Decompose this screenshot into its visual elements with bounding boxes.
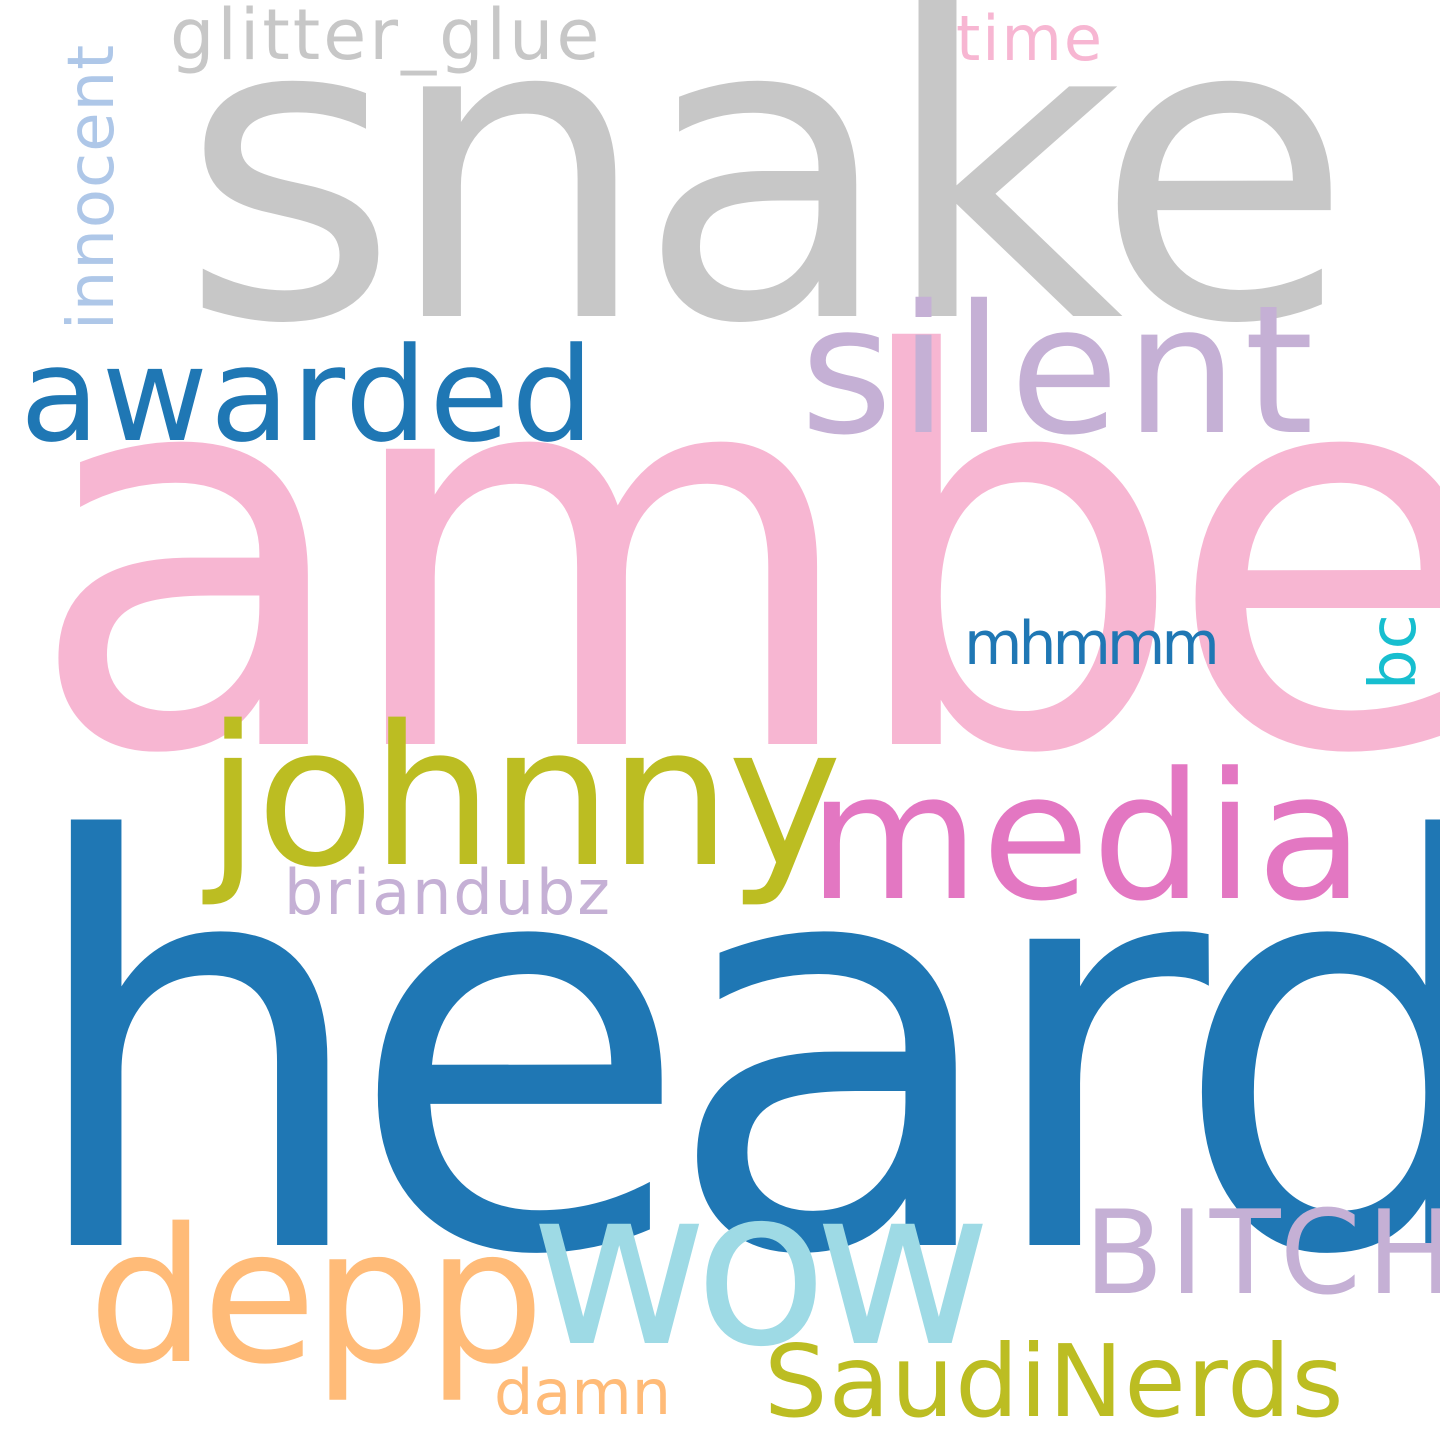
word-bitch: BITCH	[1084, 1186, 1440, 1321]
word-briandubz: briandubz	[284, 856, 612, 929]
word-awarded: awarded	[20, 319, 596, 471]
word-johnny: johnny	[206, 684, 842, 910]
word-wow: wow	[530, 1142, 992, 1395]
word-depp: depp	[88, 1188, 545, 1405]
word-damn: damn	[494, 1356, 672, 1429]
word-innocent: innocent	[55, 43, 129, 330]
word-snake: snake	[180, 0, 1353, 416]
word-media: media	[808, 735, 1367, 940]
word-bc: bc	[1357, 614, 1431, 690]
word-mhmmm: mhmmm	[964, 609, 1220, 679]
word-silent: silent	[800, 267, 1320, 474]
word-heard: heard	[20, 726, 1440, 1378]
word-amber: amber	[26, 244, 1440, 872]
word-saudinerds: SaudiNerds	[764, 1323, 1345, 1440]
word-time: time	[956, 2, 1105, 75]
word-glitter-glue: glitter_glue	[170, 0, 603, 76]
